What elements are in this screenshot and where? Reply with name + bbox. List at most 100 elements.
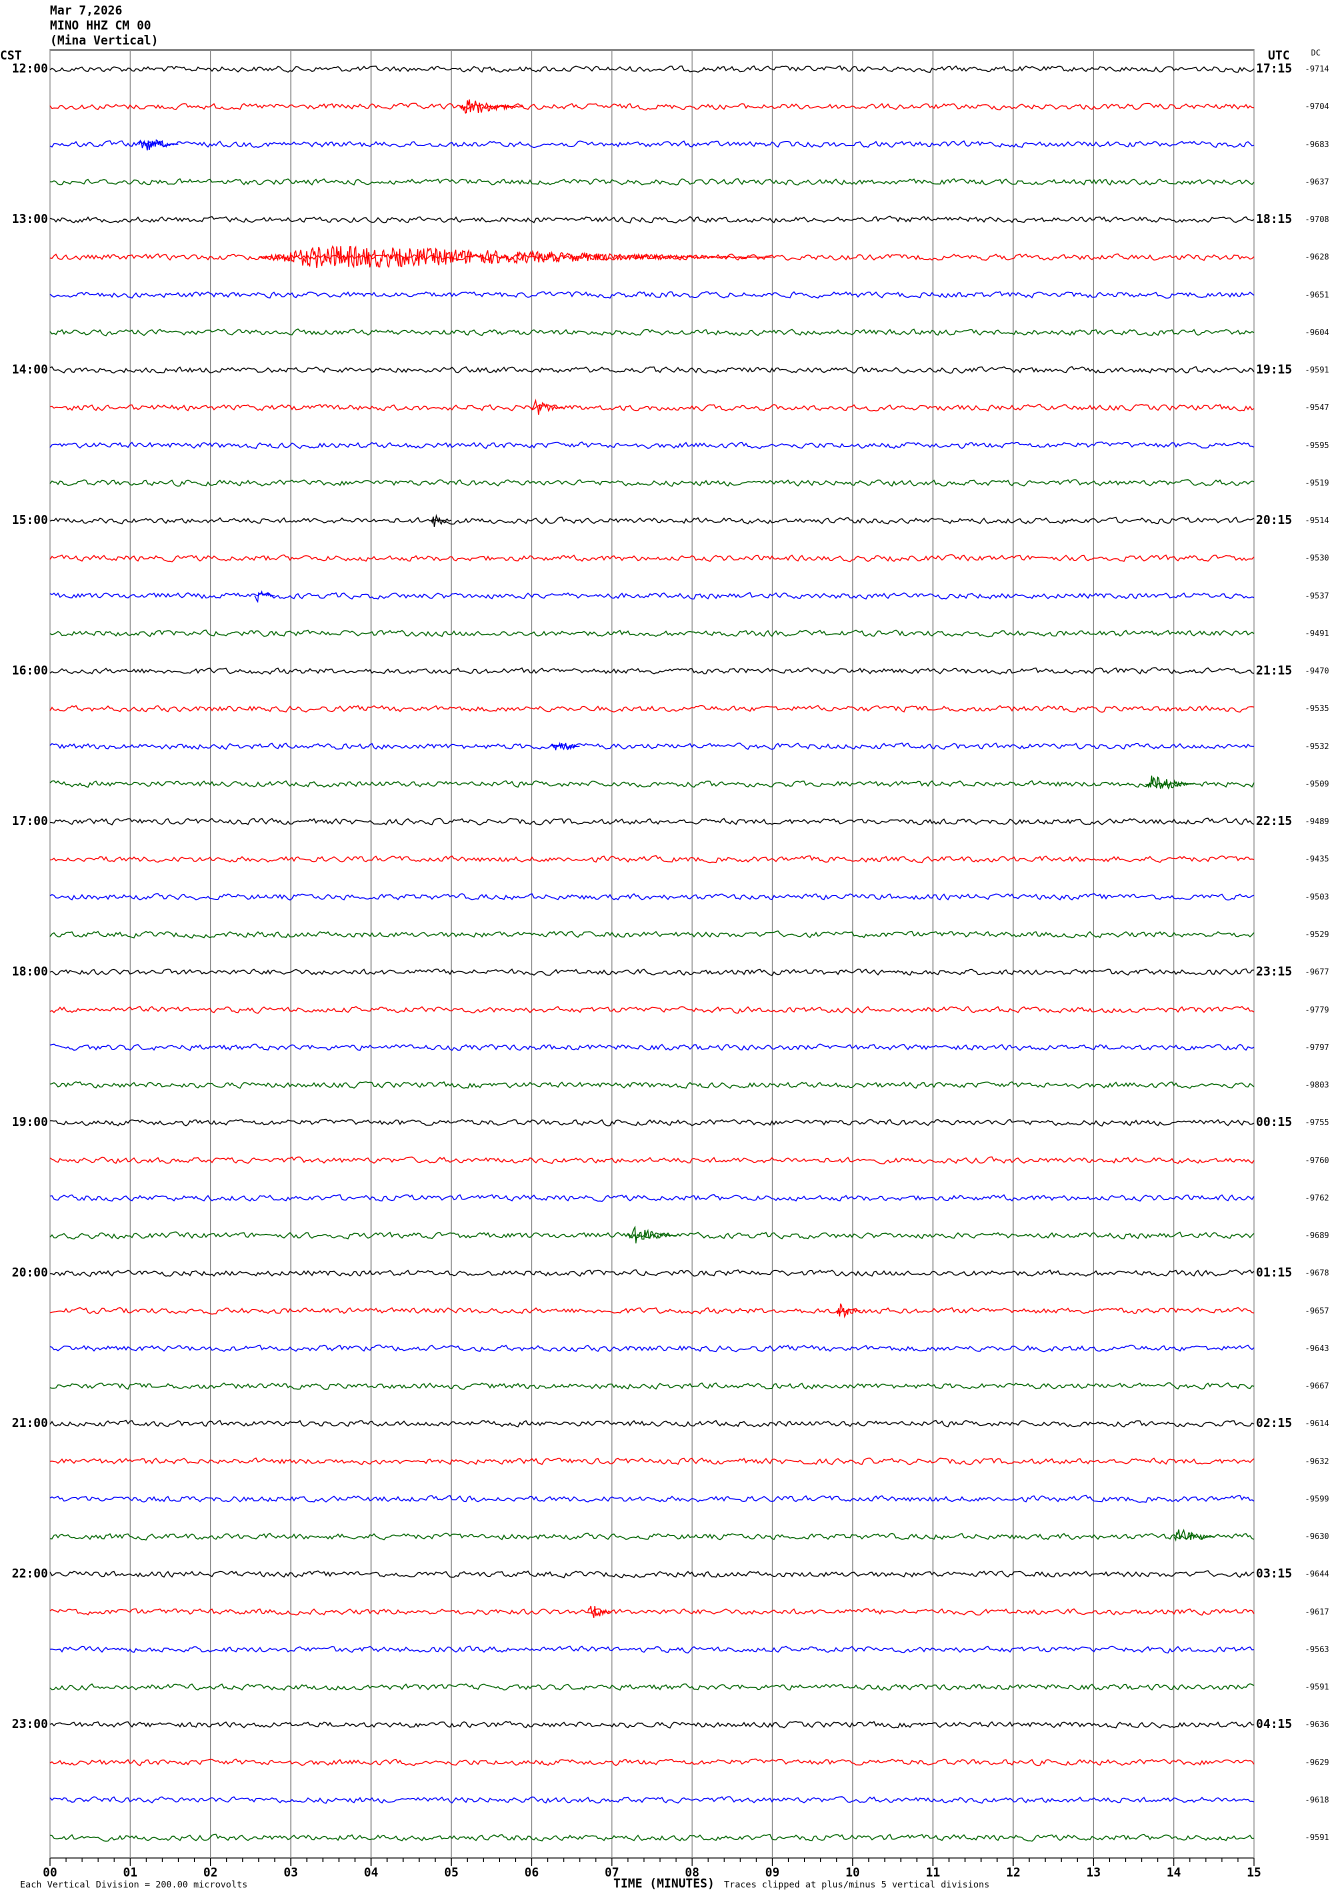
title: Mar 7,2026	[50, 4, 122, 18]
x-tick-label: 14	[1167, 1866, 1181, 1880]
trace	[49, 1081, 1255, 1089]
dc-value: -9537	[1305, 591, 1329, 600]
utc-label: 20:15	[1256, 513, 1292, 527]
trace	[49, 1683, 1255, 1691]
dc-value: -9509	[1305, 779, 1329, 788]
trace	[49, 629, 1255, 638]
cst-label: 18:00	[12, 965, 48, 979]
dc-value: -9519	[1305, 478, 1329, 487]
dc-header: DC	[1311, 49, 1321, 58]
utc-label: 19:15	[1256, 363, 1292, 377]
utc-label: 04:15	[1256, 1717, 1292, 1731]
trace	[49, 1494, 1255, 1503]
trace	[49, 1306, 1255, 1315]
trace	[50, 1118, 1255, 1127]
trace	[49, 1758, 1255, 1767]
dc-value: -9657	[1305, 1306, 1329, 1315]
trace	[49, 742, 1254, 750]
trace	[49, 930, 1255, 939]
trace	[49, 479, 1255, 487]
dc-value: -9760	[1305, 1156, 1329, 1165]
x-tick-label: 04	[364, 1866, 378, 1880]
cst-label: 12:00	[12, 62, 48, 76]
dc-value: -9644	[1305, 1570, 1329, 1579]
x-tick-label: 13	[1086, 1866, 1100, 1880]
dc-value: -9491	[1305, 629, 1329, 638]
cst-label: 21:00	[12, 1416, 48, 1430]
clip-note: Traces clipped at plus/minus 5 vertical …	[724, 1881, 990, 1891]
x-tick-label: 15	[1247, 1866, 1261, 1880]
trace	[49, 1457, 1255, 1466]
event-burst	[551, 741, 580, 751]
trace	[49, 1419, 1255, 1428]
dc-value: -9599	[1305, 1494, 1329, 1503]
trace	[49, 516, 1255, 525]
trace	[49, 365, 1255, 374]
utc-label: 03:15	[1256, 1567, 1292, 1581]
dc-value: -9489	[1305, 817, 1329, 826]
event-burst	[430, 513, 452, 527]
trace	[49, 1005, 1255, 1014]
x-tick-label: 12	[1006, 1866, 1020, 1880]
trace	[49, 1532, 1255, 1541]
dc-value: -9535	[1305, 704, 1329, 713]
x-tick-label: 01	[123, 1866, 137, 1880]
dc-value: -9591	[1305, 1833, 1329, 1842]
trace	[49, 328, 1255, 337]
x-tick-label: 10	[845, 1866, 859, 1880]
event-burst	[459, 99, 524, 114]
dc-value: -9677	[1305, 968, 1329, 977]
trace	[49, 591, 1255, 600]
utc-label: 22:15	[1256, 814, 1292, 828]
trace	[49, 215, 1255, 224]
trace	[49, 1156, 1255, 1165]
dc-value: -9614	[1305, 1419, 1329, 1428]
trace	[49, 780, 1255, 788]
event-burst	[1173, 1528, 1214, 1542]
trace	[49, 1720, 1255, 1729]
event-burst	[254, 590, 275, 604]
dc-value: -9704	[1305, 102, 1329, 111]
dc-value: -9636	[1305, 1720, 1329, 1729]
event-burst	[587, 1605, 612, 1619]
event-burst	[1145, 775, 1194, 790]
dc-value: -9618	[1305, 1795, 1329, 1804]
dc-value: -9632	[1305, 1457, 1329, 1466]
x-tick-label: 00	[43, 1866, 57, 1880]
x-tick-label: 11	[926, 1866, 940, 1880]
dc-value: -9755	[1305, 1118, 1329, 1127]
trace	[49, 65, 1255, 73]
trace	[49, 178, 1255, 186]
event-burst	[258, 245, 772, 269]
trace	[49, 1796, 1255, 1804]
trace	[49, 968, 1255, 977]
subtitle: (Mina Vertical)	[50, 34, 158, 48]
dc-value: -9591	[1305, 366, 1329, 375]
station: MINO HHZ CM 00	[50, 19, 151, 33]
trace	[49, 667, 1255, 675]
dc-value: -9529	[1305, 930, 1329, 939]
dc-value: -9651	[1305, 290, 1329, 299]
dc-value: -9595	[1305, 441, 1329, 450]
utc-label: 17:15	[1256, 62, 1292, 76]
dc-value: -9547	[1305, 403, 1329, 412]
utc-label: 23:15	[1256, 965, 1292, 979]
trace	[49, 1645, 1255, 1654]
trace	[49, 441, 1255, 450]
x-tick-label: 08	[685, 1866, 699, 1880]
trace	[49, 554, 1255, 563]
dc-value: -9563	[1305, 1645, 1329, 1654]
left-zone: CST	[0, 49, 22, 63]
trace	[49, 1382, 1255, 1391]
plot-frame	[49, 49, 1255, 1859]
trace	[49, 1231, 1255, 1240]
event-burst	[836, 1303, 861, 1319]
cst-label: 14:00	[12, 363, 48, 377]
dc-value: -9532	[1305, 742, 1329, 751]
utc-label: 00:15	[1256, 1115, 1292, 1129]
dc-value: -9470	[1305, 667, 1329, 676]
dc-value: -9617	[1305, 1607, 1329, 1616]
trace	[49, 704, 1255, 713]
dc-value: -9708	[1305, 215, 1329, 224]
utc-label: 21:15	[1256, 664, 1292, 678]
